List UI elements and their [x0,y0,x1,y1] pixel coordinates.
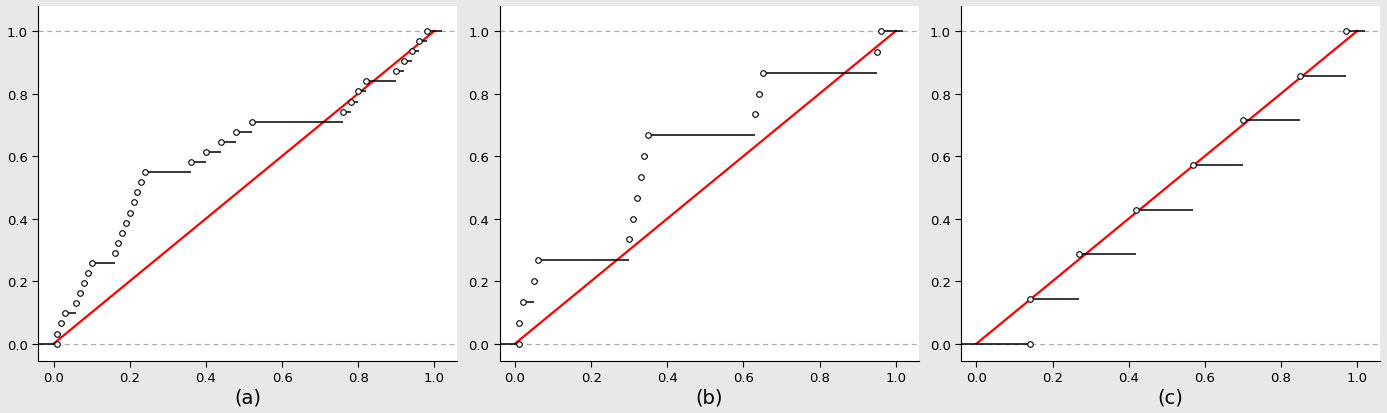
X-axis label: (c): (c) [1158,387,1183,406]
X-axis label: (b): (b) [695,387,723,406]
X-axis label: (a): (a) [234,387,261,406]
